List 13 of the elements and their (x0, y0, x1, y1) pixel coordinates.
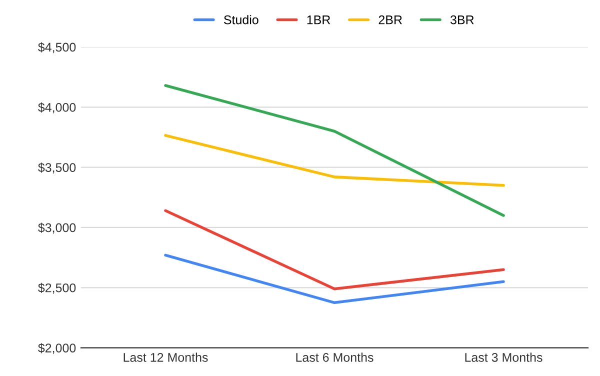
legend-label: 2BR (378, 15, 402, 24)
legend-label: Studio (224, 15, 258, 24)
legend-label: 3BR (450, 15, 474, 24)
x-tick-label: Last 3 Months (465, 352, 542, 362)
y-tick-label: $2,000 (38, 343, 76, 354)
y-tick-label: $2,500 (38, 282, 76, 294)
y-tick-label: $4,000 (38, 102, 76, 114)
x-tick-label: Last 12 Months (124, 352, 208, 362)
legend-label: 1BR (307, 16, 330, 24)
y-tick-label: $3,000 (38, 222, 76, 234)
y-tick-label: $3,500 (38, 162, 76, 174)
x-tick-label: Last 6 Months (296, 352, 374, 362)
y-tick-label: $4,500 (38, 42, 76, 54)
